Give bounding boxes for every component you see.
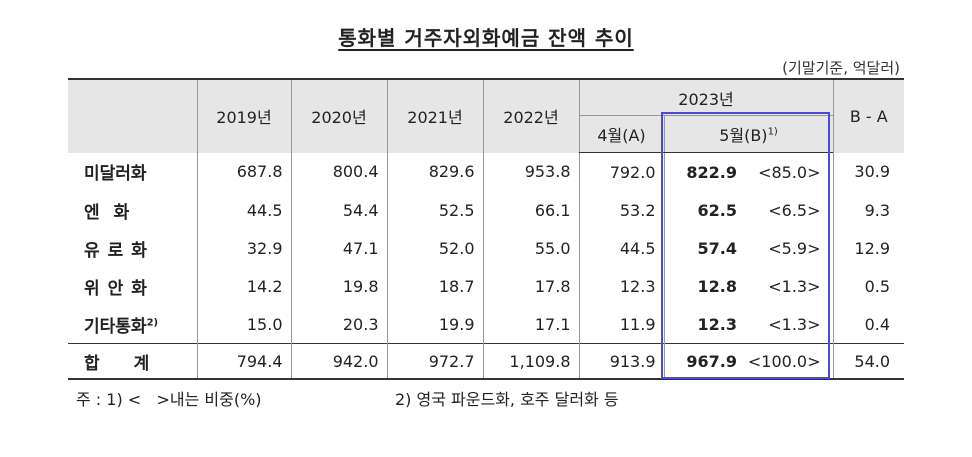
cell-may: 12.3 (663, 305, 747, 344)
cell-diff: 0.4 (832, 305, 905, 344)
cell-share: <85.0> (758, 162, 821, 182)
header-year-2019: 2019년 (196, 78, 291, 153)
table-row: 기타통화2) 15.0 20.3 19.9 17.1 11.9 12.3 <1.… (68, 305, 905, 344)
deposit-table: 2019년 2020년 2021년 2022년 2023년 B - A 4월(A… (68, 78, 905, 380)
cell-2021: 52.0 (386, 229, 483, 267)
cell-may: 57.4 (663, 229, 747, 267)
header-april: 4월(A) (578, 115, 664, 153)
row-label: 유로화 (84, 240, 155, 261)
cell-2019: 14.2 (196, 267, 291, 305)
total-row: 합계 794.4 942.0 972.7 1,109.8 913.9 967.9… (68, 343, 905, 380)
unit-label: (기말기준, 억달러) (782, 59, 900, 77)
cell-2021: 52.5 (386, 191, 483, 229)
cell-april: 913.9 (578, 343, 664, 380)
footnotes: 주 : 1) < >내는 비중(%) 2) 영국 파운드화, 호주 달러화 등 (76, 386, 896, 410)
cell-april: 792.0 (578, 152, 664, 191)
footnote-1-marker: 1) (767, 126, 778, 138)
cell-2022: 1,109.8 (482, 343, 579, 380)
footnote-2: 2) 영국 파운드화, 호주 달러화 등 (395, 390, 619, 409)
cell-diff: 9.3 (832, 191, 905, 229)
table-row: 엔화 44.5 54.4 52.5 66.1 53.2 62.5 <6.5> 9… (68, 191, 905, 229)
table-row: 유로화 32.9 47.1 52.0 55.0 44.5 57.4 <5.9> … (68, 229, 905, 267)
header-empty (68, 78, 197, 153)
cell-2022: 17.8 (482, 267, 579, 305)
header-may: 5월(B)1) (663, 115, 834, 153)
cell-2020: 54.4 (290, 191, 387, 229)
cell-share: <1.3> (768, 276, 821, 296)
table-title: 통화별 거주자외화예금 잔액 추이 (338, 26, 634, 50)
cell-2022: 17.1 (482, 305, 579, 344)
cell-2021: 18.7 (386, 267, 483, 305)
cell-share: <1.3> (768, 314, 821, 334)
cell-2019: 794.4 (196, 343, 291, 380)
cell-diff: 12.9 (832, 229, 905, 267)
table-row: 위안화 14.2 19.8 18.7 17.8 12.3 12.8 <1.3> … (68, 267, 905, 305)
header-year-2022: 2022년 (482, 78, 579, 153)
cell-april: 44.5 (578, 229, 664, 267)
cell-2020: 942.0 (290, 343, 387, 380)
cell-diff: 0.5 (832, 267, 905, 305)
cell-2019: 687.8 (196, 152, 291, 191)
table-row: 미달러화 687.8 800.4 829.6 953.8 792.0 822.9… (68, 152, 905, 191)
cell-2020: 19.8 (290, 267, 387, 305)
cell-april: 12.3 (578, 267, 664, 305)
total-label: 합계 (68, 343, 197, 380)
cell-2019: 32.9 (196, 229, 291, 267)
cell-diff: 30.9 (832, 152, 905, 191)
cell-may: 12.8 (663, 267, 747, 305)
cell-april: 11.9 (578, 305, 664, 344)
cell-2021: 829.6 (386, 152, 483, 191)
cell-may: 62.5 (663, 191, 747, 229)
header-diff: B - A (832, 78, 905, 153)
cell-2020: 20.3 (290, 305, 387, 344)
cell-diff: 54.0 (832, 343, 905, 380)
cell-2022: 55.0 (482, 229, 579, 267)
footnote-1: 주 : 1) < >내는 비중(%) (76, 390, 262, 409)
cell-2020: 47.1 (290, 229, 387, 267)
cell-2020: 800.4 (290, 152, 387, 191)
cell-2022: 66.1 (482, 191, 579, 229)
footnote-2-marker: 2) (146, 316, 159, 328)
cell-2022: 953.8 (482, 152, 579, 191)
cell-may: 822.9 (663, 152, 747, 191)
row-label: 위안화 (84, 278, 155, 299)
cell-april: 53.2 (578, 191, 664, 229)
cell-2019: 44.5 (196, 191, 291, 229)
row-label: 미달러화 (84, 164, 147, 185)
cell-may: 967.9 (663, 343, 747, 380)
cell-2021: 972.7 (386, 343, 483, 380)
header-year-2023: 2023년 (578, 78, 834, 116)
header-year-2021: 2021년 (386, 78, 483, 153)
row-label: 엔화 (84, 202, 144, 223)
row-label: 기타통화2) (84, 316, 159, 337)
cell-2021: 19.9 (386, 305, 483, 344)
cell-share: <6.5> (768, 200, 821, 220)
cell-2019: 15.0 (196, 305, 291, 344)
header-year-2020: 2020년 (290, 78, 387, 153)
cell-share: <100.0> (747, 343, 834, 380)
cell-share: <5.9> (768, 238, 821, 258)
